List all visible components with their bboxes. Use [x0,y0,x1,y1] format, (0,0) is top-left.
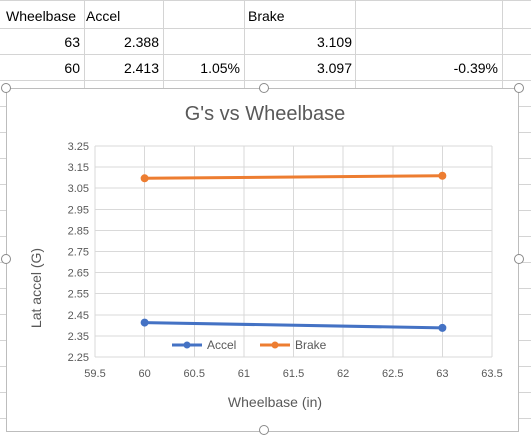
line-chart: G's vs Wheelbase 2.25 2.35 2.45 2.55 2.65 2.7… [28,103,503,410]
resize-handle-top-left[interactable] [1,83,11,93]
y-tick-label: 2.85 [68,225,89,237]
data-point-brake[interactable] [140,174,149,183]
cell-accel-63[interactable]: 2.388 [123,34,159,50]
cell-brake-60[interactable]: 3.097 [316,60,352,76]
x-tick-label: 61 [238,368,250,380]
data-point-brake[interactable] [438,171,447,180]
series-line-accel[interactable] [144,321,443,330]
y-tick-label: 3.25 [68,141,89,153]
resize-handle-top-center[interactable] [259,83,269,93]
y-tick-label: 2.55 [68,289,89,301]
legend-label-brake: Brake [295,338,327,352]
x-axis-title[interactable]: Wheelbase (in) [228,394,322,410]
cell-wheelbase-header[interactable]: Wheelbase [6,8,77,24]
cell-brake-pct[interactable]: -0.39% [453,60,498,76]
x-tick-label: 61.5 [283,368,304,380]
resize-handle-top-right[interactable] [514,83,524,93]
y-tick-label: 2.35 [68,331,89,343]
x-tick-label: 63 [436,368,448,380]
legend-label-accel: Accel [207,338,236,352]
cell-wheelbase-60[interactable]: 60 [64,60,80,76]
cell-wheelbase-63[interactable]: 63 [64,34,80,50]
y-tick-label: 2.75 [68,247,89,259]
x-tick-label: 63.5 [481,368,502,380]
data-point-accel[interactable] [140,318,149,327]
cell-accel-60[interactable]: 2.413 [123,60,159,76]
cell-brake-63[interactable]: 3.109 [316,34,352,50]
x-tick-label: 62 [337,368,349,380]
x-tick-label: 62.5 [382,368,403,380]
series-line-brake[interactable] [144,174,443,180]
chart-object[interactable]: G's vs Wheelbase 2.25 2.35 2.45 2.55 2.65 2.7… [6,88,519,432]
y-tick-label: 2.65 [68,268,89,280]
legend-marker-accel [183,341,191,349]
y-tick-label: 2.25 [68,352,89,364]
x-tick-label: 60 [139,368,151,380]
y-tick-label: 3.05 [68,183,89,195]
resize-handle-middle-left[interactable] [1,254,11,264]
cell-accel-header[interactable]: Accel [86,8,121,24]
data-point-accel[interactable] [438,323,447,332]
resize-handle-middle-right[interactable] [514,254,524,264]
chart-title[interactable]: G's vs Wheelbase [185,103,346,125]
cell-accel-pct[interactable]: 1.05% [200,60,240,76]
y-tick-label: 3.15 [68,162,89,174]
legend-marker-brake [271,341,279,349]
y-axis-title[interactable]: Lat accel (G) [28,248,44,328]
cell-brake-header[interactable]: Brake [248,8,285,24]
resize-handle-bottom-center[interactable] [259,425,269,435]
chart-legend[interactable]: Accel Brake [172,338,327,352]
x-tick-label: 60.5 [184,368,205,380]
y-tick-label: 2.45 [68,310,89,322]
x-tick-label: 59.5 [84,368,105,380]
y-tick-label: 2.95 [68,204,89,216]
